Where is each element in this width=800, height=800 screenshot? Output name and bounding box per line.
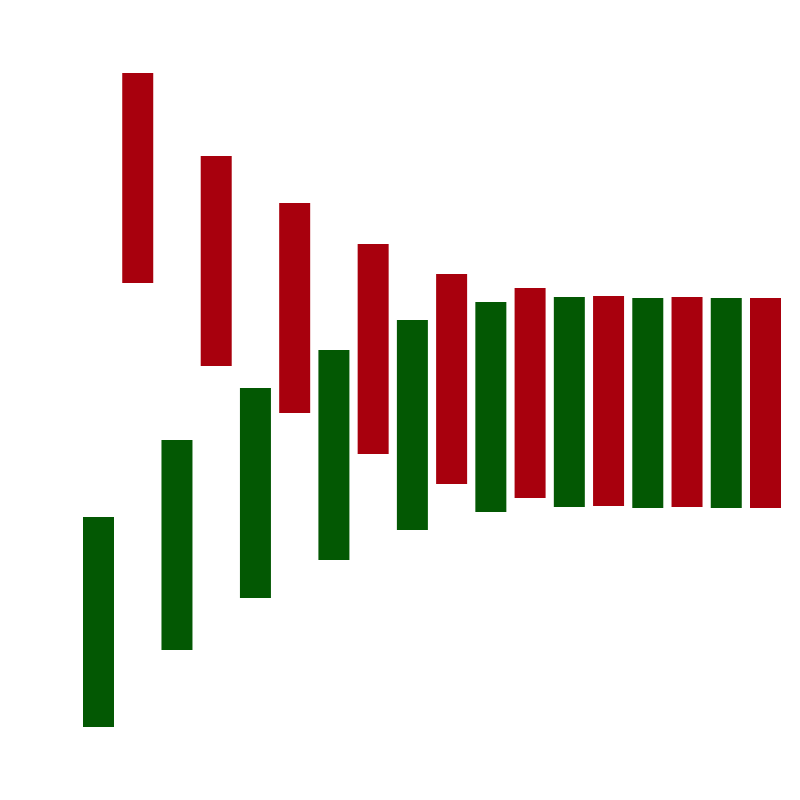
bar-green-2 bbox=[83, 517, 114, 727]
bar-red-9 bbox=[436, 274, 468, 484]
bars-layer bbox=[83, 73, 781, 727]
bar-red-5 bbox=[279, 203, 311, 413]
bar-red-3 bbox=[200, 156, 232, 366]
bar-red-11 bbox=[514, 288, 546, 498]
bar-green-8 bbox=[318, 350, 350, 560]
bar-red-13 bbox=[593, 296, 625, 506]
bar-green-14 bbox=[553, 297, 585, 507]
bar-green-12 bbox=[475, 302, 507, 512]
bar-green-4 bbox=[161, 440, 193, 650]
bar-red-17 bbox=[750, 298, 781, 508]
bar-red-7 bbox=[357, 244, 389, 454]
bar-red-15 bbox=[671, 297, 703, 507]
bar-green-18 bbox=[710, 298, 742, 508]
bar-green-6 bbox=[239, 388, 271, 598]
bar-red-1 bbox=[122, 73, 154, 283]
bar-green-16 bbox=[632, 298, 664, 508]
bar-green-10 bbox=[396, 320, 428, 530]
